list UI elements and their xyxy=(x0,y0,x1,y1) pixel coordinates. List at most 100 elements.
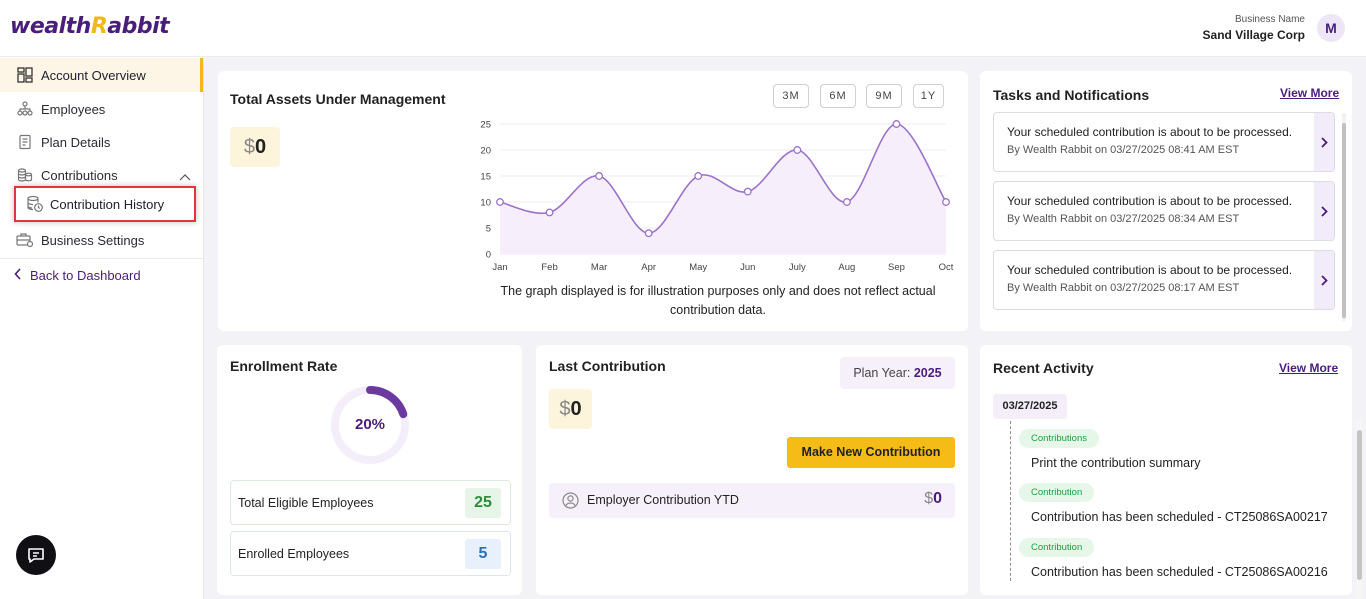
y-tick-label: 20 xyxy=(480,146,491,157)
sidebar-item-business-settings[interactable]: Business Settings xyxy=(0,223,203,257)
sidebar-item-employees[interactable]: Employees xyxy=(0,92,203,126)
recent-activity-title: Recent Activity xyxy=(993,360,1094,376)
activity-category-badge: Contributions xyxy=(1019,429,1099,448)
tasks-card: Tasks and Notifications View More Your s… xyxy=(980,71,1352,331)
recent-activity-view-more-link[interactable]: View More xyxy=(1279,361,1339,375)
coins-stack-icon xyxy=(16,166,34,184)
x-tick-label: Feb xyxy=(541,262,557,273)
top-header: wealthRabbit Business Name Sand Village … xyxy=(0,0,1366,57)
x-tick-label: Jun xyxy=(740,262,755,273)
data-point xyxy=(496,198,504,206)
sidebar-divider xyxy=(0,258,203,259)
data-point xyxy=(694,172,703,180)
data-point xyxy=(743,187,752,196)
aum-card: Total Assets Under Management $0 3M 6M 9… xyxy=(218,71,968,331)
chevron-right-icon[interactable] xyxy=(1314,182,1334,240)
sidebar-item-plan-details[interactable]: Plan Details xyxy=(0,125,203,159)
plan-year-badge: Plan Year: 2025 xyxy=(840,357,955,389)
x-tick-label: Aug xyxy=(838,262,855,273)
chevron-up-icon[interactable] xyxy=(179,169,191,184)
data-point xyxy=(892,120,901,128)
task-item[interactable]: Your scheduled contribution is about to … xyxy=(993,181,1335,241)
last-contribution-title: Last Contribution xyxy=(549,358,666,374)
chat-bubble-icon xyxy=(26,545,46,565)
enrolled-count: 5 xyxy=(465,539,501,569)
total-eligible-count: 25 xyxy=(465,488,501,518)
sidebar-item-label: Plan Details xyxy=(41,134,111,150)
chevron-left-icon xyxy=(14,268,22,283)
enrollment-card: Enrollment Rate 20% Total Eligible Emplo… xyxy=(217,345,522,595)
activity-text: Print the contribution summary xyxy=(1031,456,1201,470)
period-3m-button[interactable]: 3M xyxy=(773,84,809,108)
tasks-view-more-link[interactable]: View More xyxy=(1280,86,1340,100)
y-tick-label: 5 xyxy=(486,224,491,235)
ytd-amount: $0 xyxy=(924,490,942,507)
tasks-scrollbar-thumb[interactable] xyxy=(1342,123,1346,318)
enrollment-title: Enrollment Rate xyxy=(230,358,338,374)
chevron-right-icon[interactable] xyxy=(1314,113,1334,171)
data-point xyxy=(644,229,653,238)
data-point xyxy=(545,208,554,217)
activity-category-badge: Contribution xyxy=(1019,483,1095,502)
employer-contribution-ytd: Employer Contribution YTD $0 xyxy=(549,483,955,518)
recent-activity-card: Recent Activity View More 03/27/2025 Con… xyxy=(980,345,1352,595)
activity-text: Contribution has been scheduled - CT2508… xyxy=(1031,510,1328,524)
enrollment-donut xyxy=(331,386,409,464)
briefcase-gear-icon xyxy=(16,231,34,249)
user-circle-icon xyxy=(562,492,579,514)
sidebar-item-label: Employees xyxy=(41,101,106,117)
x-tick-label: May xyxy=(689,262,707,273)
donut-progress-arc xyxy=(366,386,408,419)
x-tick-label: Mar xyxy=(591,262,607,273)
dashboard-grid-icon xyxy=(16,66,34,84)
last-contribution-card: Last Contribution Plan Year: 2025 $0 Mak… xyxy=(536,345,968,595)
task-item[interactable]: Your scheduled contribution is about to … xyxy=(993,112,1335,172)
chat-button[interactable] xyxy=(16,535,56,575)
chevron-right-icon[interactable] xyxy=(1314,251,1334,309)
document-icon xyxy=(16,133,34,151)
period-1y-button[interactable]: 1Y xyxy=(913,84,944,108)
chart-disclaimer: The graph displayed is for illustration … xyxy=(500,284,936,317)
make-new-contribution-button[interactable]: Make New Contribution xyxy=(787,437,955,468)
sidebar-item-contribution-history[interactable]: Contribution History xyxy=(14,186,196,222)
business-name-label: Business Name xyxy=(1234,14,1305,25)
business-info: Business Name Sand Village Corp xyxy=(1203,14,1305,42)
sidebar-item-contributions[interactable]: Contributions xyxy=(0,158,203,192)
data-point xyxy=(793,146,802,154)
x-tick-label: Oct xyxy=(939,262,954,273)
last-contribution-amount: $0 xyxy=(549,389,592,429)
sidebar: Account Overview Employees Plan Details … xyxy=(0,57,204,599)
data-point xyxy=(942,198,950,206)
sidebar-item-account-overview[interactable]: Account Overview xyxy=(0,58,203,92)
wealth-rabbit-logo[interactable]: wealthRabbit xyxy=(10,14,170,39)
period-6m-button[interactable]: 6M xyxy=(820,84,856,108)
y-tick-label: 10 xyxy=(480,198,491,209)
y-tick-label: 25 xyxy=(480,120,491,131)
aum-title: Total Assets Under Management xyxy=(230,91,446,107)
activity-date-tag: 03/27/2025 xyxy=(993,394,1067,419)
area-fill xyxy=(500,124,946,254)
recent-activity-scrollbar-thumb[interactable] xyxy=(1357,430,1362,580)
enrolled-row: Enrolled Employees 5 xyxy=(230,531,511,576)
task-item[interactable]: Your scheduled contribution is about to … xyxy=(993,250,1335,310)
sidebar-item-label: Business Settings xyxy=(41,232,145,248)
series-line xyxy=(499,123,947,235)
aum-amount: $0 xyxy=(230,127,280,167)
x-tick-label: July xyxy=(789,262,806,273)
y-tick-label: 15 xyxy=(480,172,491,183)
tasks-title: Tasks and Notifications xyxy=(993,87,1150,103)
sidebar-item-label: Contributions xyxy=(41,167,118,183)
database-clock-icon xyxy=(26,195,44,213)
sidebar-item-label: Account Overview xyxy=(41,67,146,83)
data-point xyxy=(595,172,604,180)
period-9m-button[interactable]: 9M xyxy=(866,84,902,108)
back-to-dashboard-link[interactable]: Back to Dashboard xyxy=(14,268,141,283)
activity-category-badge: Contribution xyxy=(1019,538,1095,557)
user-avatar[interactable]: M xyxy=(1317,14,1345,42)
enrollment-rate-value: 20% xyxy=(354,416,386,433)
x-tick-label: Sep xyxy=(888,262,905,273)
back-label: Back to Dashboard xyxy=(30,268,141,283)
x-tick-label: Jan xyxy=(492,262,507,273)
data-point xyxy=(842,198,851,206)
sidebar-item-label: Contribution History xyxy=(50,196,165,212)
